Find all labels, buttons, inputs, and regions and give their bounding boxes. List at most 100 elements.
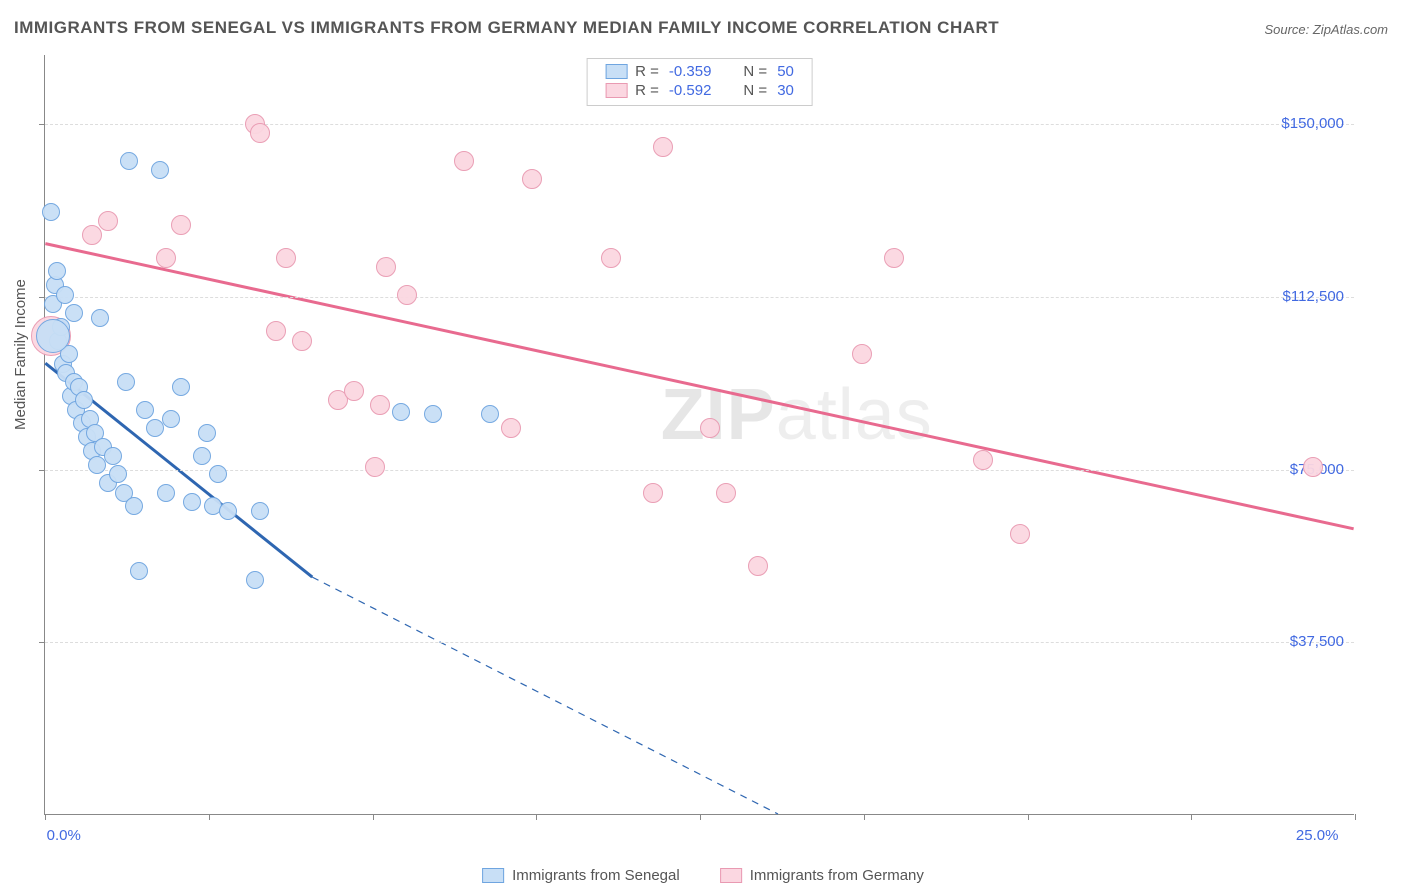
data-point-senegal bbox=[136, 401, 154, 419]
watermark-bold: ZIP bbox=[661, 375, 776, 455]
data-point-germany bbox=[700, 418, 720, 438]
data-point-senegal bbox=[172, 378, 190, 396]
x-axis-label-min: 0.0% bbox=[47, 827, 81, 844]
data-point-senegal bbox=[130, 562, 148, 580]
data-point-senegal bbox=[104, 447, 122, 465]
data-point-germany bbox=[250, 123, 270, 143]
data-point-senegal bbox=[209, 465, 227, 483]
swatch-germany bbox=[605, 83, 627, 98]
legend-item-senegal: Immigrants from Senegal bbox=[482, 867, 680, 884]
legend-correlation-box: R = -0.359 N = 50 R = -0.592 N = 30 bbox=[586, 58, 813, 106]
n-value-germany: 30 bbox=[777, 82, 794, 99]
data-point-senegal bbox=[424, 405, 442, 423]
data-point-senegal bbox=[246, 571, 264, 589]
x-tick bbox=[209, 814, 210, 820]
data-point-senegal bbox=[109, 465, 127, 483]
gridline-horizontal bbox=[45, 642, 1354, 643]
data-point-senegal bbox=[65, 304, 83, 322]
y-tick bbox=[39, 642, 45, 643]
y-tick bbox=[39, 297, 45, 298]
data-point-senegal bbox=[157, 484, 175, 502]
r-label: R = bbox=[635, 82, 659, 99]
data-point-germany bbox=[653, 137, 673, 157]
y-axis-label: $150,000 bbox=[1281, 115, 1344, 132]
data-point-senegal bbox=[42, 203, 60, 221]
data-point-germany bbox=[852, 344, 872, 364]
data-point-germany bbox=[276, 248, 296, 268]
data-point-germany bbox=[1303, 457, 1323, 477]
data-point-senegal bbox=[219, 502, 237, 520]
data-point-senegal bbox=[117, 373, 135, 391]
gridline-horizontal bbox=[45, 297, 1354, 298]
data-point-senegal bbox=[75, 391, 93, 409]
trend-line bbox=[312, 577, 778, 814]
data-point-germany bbox=[98, 211, 118, 231]
y-axis-label: $112,500 bbox=[1283, 288, 1344, 305]
data-point-senegal bbox=[162, 410, 180, 428]
n-value-senegal: 50 bbox=[777, 63, 794, 80]
data-point-senegal bbox=[193, 447, 211, 465]
chart-title: IMMIGRANTS FROM SENEGAL VS IMMIGRANTS FR… bbox=[14, 18, 999, 38]
y-axis-label: $37,500 bbox=[1290, 633, 1344, 650]
data-point-senegal bbox=[56, 286, 74, 304]
n-label: N = bbox=[743, 82, 767, 99]
trend-lines-svg bbox=[45, 55, 1354, 814]
trend-line bbox=[45, 244, 1353, 529]
data-point-senegal bbox=[151, 161, 169, 179]
swatch-germany bbox=[720, 868, 742, 883]
x-tick bbox=[700, 814, 701, 820]
swatch-senegal bbox=[482, 868, 504, 883]
data-point-germany bbox=[82, 225, 102, 245]
legend-bottom: Immigrants from Senegal Immigrants from … bbox=[482, 867, 924, 884]
data-point-senegal bbox=[120, 152, 138, 170]
data-point-germany bbox=[292, 331, 312, 351]
legend-item-germany: Immigrants from Germany bbox=[720, 867, 924, 884]
data-point-germany bbox=[365, 457, 385, 477]
data-point-senegal bbox=[125, 497, 143, 515]
data-point-germany bbox=[454, 151, 474, 171]
x-tick bbox=[864, 814, 865, 820]
data-point-germany bbox=[973, 450, 993, 470]
data-point-senegal bbox=[91, 309, 109, 327]
y-axis-title: Median Family Income bbox=[12, 279, 29, 430]
data-point-germany bbox=[397, 285, 417, 305]
data-point-senegal bbox=[251, 502, 269, 520]
x-tick bbox=[1191, 814, 1192, 820]
data-point-germany bbox=[501, 418, 521, 438]
data-point-senegal bbox=[481, 405, 499, 423]
x-tick bbox=[1355, 814, 1356, 820]
n-label: N = bbox=[743, 63, 767, 80]
data-point-germany bbox=[884, 248, 904, 268]
scatter-plot-area: ZIPatlas R = -0.359 N = 50 R = -0.592 N … bbox=[44, 55, 1354, 815]
data-point-germany bbox=[643, 483, 663, 503]
data-point-germany bbox=[376, 257, 396, 277]
legend-label-germany: Immigrants from Germany bbox=[750, 867, 924, 884]
x-tick bbox=[1028, 814, 1029, 820]
legend-row-senegal: R = -0.359 N = 50 bbox=[605, 63, 794, 80]
x-tick bbox=[536, 814, 537, 820]
data-point-senegal bbox=[183, 493, 201, 511]
data-point-senegal bbox=[36, 319, 70, 353]
data-point-senegal bbox=[198, 424, 216, 442]
data-point-germany bbox=[748, 556, 768, 576]
gridline-horizontal bbox=[45, 470, 1354, 471]
x-tick bbox=[45, 814, 46, 820]
gridline-horizontal bbox=[45, 124, 1354, 125]
data-point-germany bbox=[1010, 524, 1030, 544]
data-point-germany bbox=[266, 321, 286, 341]
legend-row-germany: R = -0.592 N = 30 bbox=[605, 82, 794, 99]
legend-label-senegal: Immigrants from Senegal bbox=[512, 867, 680, 884]
data-point-germany bbox=[171, 215, 191, 235]
y-tick bbox=[39, 124, 45, 125]
y-tick bbox=[39, 470, 45, 471]
swatch-senegal bbox=[605, 64, 627, 79]
data-point-germany bbox=[344, 381, 364, 401]
data-point-germany bbox=[716, 483, 736, 503]
r-value-senegal: -0.359 bbox=[669, 63, 712, 80]
watermark-text: ZIPatlas bbox=[661, 374, 933, 456]
data-point-senegal bbox=[48, 262, 66, 280]
x-axis-label-max: 25.0% bbox=[1296, 827, 1339, 844]
source-attribution: Source: ZipAtlas.com bbox=[1264, 22, 1388, 37]
data-point-germany bbox=[601, 248, 621, 268]
data-point-senegal bbox=[392, 403, 410, 421]
